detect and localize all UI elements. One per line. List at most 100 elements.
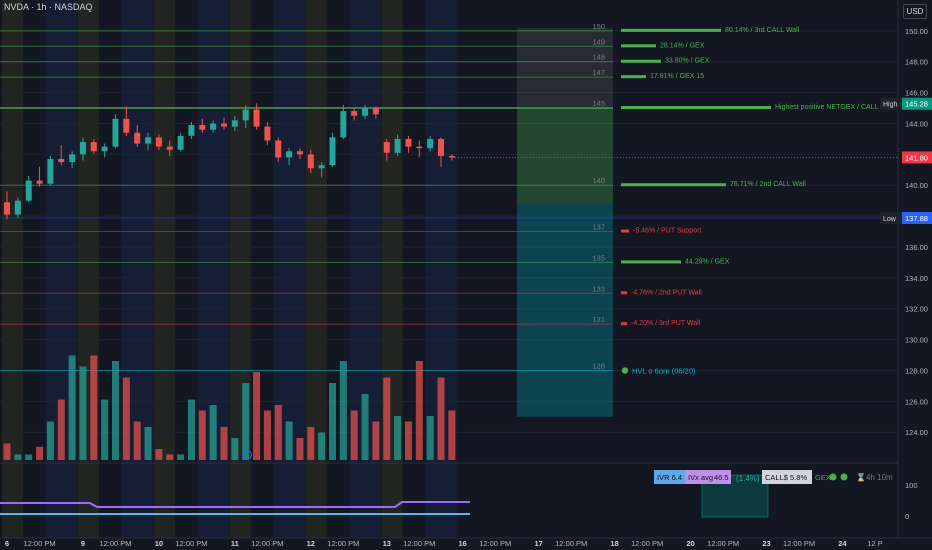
x-tick-label: 13 (383, 539, 391, 548)
ivr-value: IVR 6.4 (657, 473, 682, 482)
volume-bar (383, 377, 391, 460)
volume-bar (339, 361, 347, 460)
candle-body (448, 155, 455, 158)
time-left: 4h 10m (866, 473, 893, 482)
candle-body (69, 154, 76, 163)
candle-body (58, 158, 65, 163)
x-tick-label: 12:00 PM (175, 539, 207, 548)
osc-tick-label: 100 (905, 481, 918, 490)
x-tick-label: 6 (5, 539, 9, 548)
dividend-marker (242, 450, 252, 460)
y-tick-label: 150.00 (905, 27, 928, 36)
calls-pill-bg (762, 470, 812, 484)
volume-bar (133, 421, 141, 460)
candle-body (177, 135, 184, 150)
x-tick-label: 18 (610, 539, 618, 548)
candle-body (25, 180, 32, 201)
level-strike: 149 (592, 37, 605, 46)
ivr-pill-bg (654, 470, 685, 484)
level-label: 33.80% / GEX (665, 58, 710, 65)
level-bar (621, 291, 627, 295)
price-tag-label: High (883, 102, 898, 109)
candle-body (394, 138, 401, 153)
volume-bar (90, 355, 98, 460)
volume-bar (296, 438, 304, 460)
volume-bar (177, 454, 185, 460)
volume-bar (220, 427, 228, 460)
candle-body (242, 109, 249, 121)
x-tick-label: 12:00 PM (479, 539, 511, 548)
volume-bar (415, 361, 423, 460)
level-label: -4.20% / 3rd PUT Wall (631, 320, 701, 327)
candle-body (14, 200, 21, 215)
candle-body (112, 118, 119, 147)
y-tick-label: 148.00 (905, 58, 928, 67)
volume-bar (68, 355, 76, 460)
y-tick-label: 140.00 (905, 181, 928, 190)
volume-bar (166, 454, 174, 460)
x-tick-label: 12:00 PM (403, 539, 435, 548)
candle-body (307, 154, 314, 169)
level-label: -4.76% / 2nd PUT Wall (631, 289, 702, 296)
candle-body (90, 142, 97, 152)
level-bar (621, 260, 681, 264)
level-label: Highest positive NETGEX / CALL Resistanc… (775, 104, 932, 111)
candle-body (36, 180, 43, 184)
x-tick-label: 17 (534, 539, 542, 548)
ivx-pill-bg (685, 470, 731, 484)
level-label: 80.14% / 3rd CALL Wall (725, 27, 800, 34)
y-tick-label: 132.00 (905, 305, 928, 314)
candle-body (318, 165, 325, 169)
volume-bar (101, 399, 109, 460)
level-bar (621, 106, 771, 110)
price-tag-bg (902, 151, 932, 164)
level-strike: 148 (592, 53, 605, 62)
level-bar (621, 229, 629, 233)
range-box-upper (517, 27, 613, 109)
volume-bar (187, 399, 195, 460)
x-tick-label: 12 P (867, 539, 882, 548)
candle-body (253, 109, 260, 127)
volume-bar (404, 421, 412, 460)
candle-body (275, 140, 282, 158)
price-tag-label: Low (883, 216, 897, 223)
x-tick-label: 12:00 PM (631, 539, 663, 548)
price-tag-value: 145.28 (905, 100, 928, 109)
candle-body (264, 126, 271, 141)
candle-body (199, 125, 206, 130)
volume-bar (426, 416, 434, 460)
ivx-value: 46.5 (714, 473, 729, 482)
volume-bar (253, 372, 261, 460)
level-bar (621, 28, 721, 32)
currency-button[interactable]: USD (903, 4, 927, 19)
volume-bar (361, 394, 369, 460)
level-label: 44.29% / GEX (685, 258, 730, 265)
y-tick-label: 136.00 (905, 243, 928, 252)
candle-body (438, 138, 444, 156)
candle-body (145, 137, 152, 144)
level-label: HVL o 6ore (06/20) (632, 366, 696, 375)
volume-bar (437, 377, 445, 460)
volume-bar (198, 410, 206, 460)
volume-bar (57, 399, 65, 460)
candle-body (79, 142, 86, 155)
y-tick-label: 134.00 (905, 274, 928, 283)
volume-bar (242, 383, 250, 460)
volume-bar (231, 438, 239, 460)
level-bar (621, 183, 726, 187)
candle-body (47, 158, 54, 184)
volume-bar (79, 366, 87, 460)
candle-body (134, 132, 141, 144)
x-tick-label: 12:00 PM (327, 539, 359, 548)
volume-bar (25, 454, 33, 460)
y-tick-label: 130.00 (905, 336, 928, 345)
volume-bar (46, 421, 54, 460)
candle-body (362, 108, 369, 116)
x-tick-label: 12:00 PM (251, 539, 283, 548)
volume-bar (285, 421, 293, 460)
level-strike: 147 (592, 68, 605, 77)
price-tag-value: 141.80 (905, 153, 928, 162)
symbol-title: NVDA · 1h · NASDAQ (4, 2, 93, 12)
price-tag-label-bg (880, 211, 902, 224)
